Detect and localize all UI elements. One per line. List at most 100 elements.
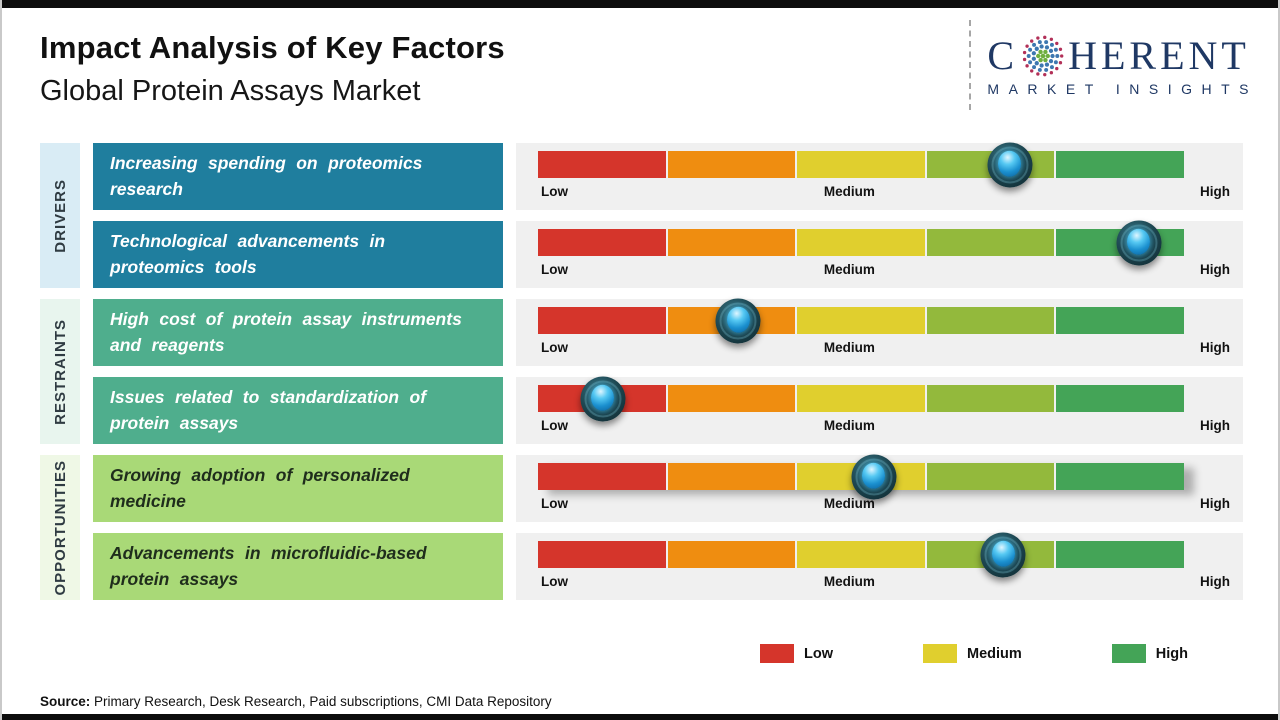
segment-medium-high	[926, 307, 1055, 334]
scale-high-label: High	[1200, 262, 1230, 277]
scale-high-label: High	[1200, 340, 1230, 355]
segment-high	[1056, 385, 1184, 412]
segment-high	[1056, 151, 1184, 178]
segment-high	[1056, 307, 1184, 334]
source-label: Source:	[40, 694, 91, 709]
factor-text: Technological advancements in proteomics…	[110, 231, 386, 277]
rating-panel: Low Medium High	[516, 220, 1243, 288]
impact-marker	[851, 454, 897, 499]
factor-box: Increasing spending on proteomics resear…	[93, 143, 503, 210]
brand-wordmark: C HERENT	[987, 34, 1258, 78]
scale-high-label: High	[1200, 418, 1230, 433]
legend-swatch-high	[1111, 644, 1146, 663]
brand-suffix: HERENT	[1068, 32, 1250, 78]
brand-tagline: MARKET INSIGHTS	[987, 80, 1258, 97]
brand-prefix: C	[987, 32, 1019, 78]
scale-medium-label: Medium	[823, 184, 875, 199]
scale-labels: Low Medium High	[538, 340, 1230, 360]
scale-low-label: Low	[541, 574, 568, 589]
segment-low	[538, 307, 666, 334]
factor-text: High cost of protein assay instruments a…	[110, 309, 462, 355]
page-subtitle: Global Protein Assays Market	[40, 75, 421, 107]
factor-text: Increasing spending on proteomics resear…	[110, 153, 423, 199]
segment-low	[538, 151, 666, 178]
impact-matrix: DRIVERS Increasing spending on proteomic…	[40, 142, 1243, 600]
segment-medium	[797, 307, 925, 334]
rating-panel: Low Medium High	[516, 454, 1243, 522]
factor-box: Issues related to standardization of pro…	[93, 377, 503, 444]
scale-medium-label: Medium	[823, 340, 875, 355]
segment-medium	[797, 151, 925, 178]
scale-labels: Low Medium High	[538, 418, 1230, 438]
scale-high-label: High	[1200, 496, 1230, 511]
brand-logo-text: C HERENT MARKET INSIGHTS	[987, 34, 1258, 97]
scale-low-label: Low	[541, 184, 568, 199]
scale-labels: Low Medium High	[538, 184, 1230, 204]
segment-medium-high	[926, 385, 1055, 412]
category-opportunities: OPPORTUNITIES	[40, 455, 80, 600]
category-restraints-label: RESTRAINTS	[51, 318, 69, 425]
factor-box: Technological advancements in proteomics…	[93, 221, 503, 288]
segment-low	[538, 463, 666, 490]
legend-swatch-medium	[923, 644, 957, 663]
scale-low-label: Low	[541, 418, 568, 433]
category-restraints: RESTRAINTS	[40, 299, 80, 444]
impact-marker	[715, 298, 761, 343]
rating-bar	[538, 376, 1184, 421]
impact-marker	[1116, 220, 1162, 265]
scale-medium-label: Medium	[823, 574, 875, 589]
segment-low-medium	[667, 151, 796, 178]
rating-panel: Low Medium High	[516, 142, 1243, 210]
factor-box: High cost of protein assay instruments a…	[93, 299, 503, 366]
header: Impact Analysis of Key Factors Global Pr…	[40, 30, 505, 108]
rating-bar	[538, 220, 1184, 265]
segment-low-medium	[667, 229, 796, 256]
rating-panel: Low Medium High	[516, 376, 1243, 444]
legend-label-low: Low	[804, 645, 833, 662]
scale-medium-label: Medium	[823, 262, 875, 277]
legend: Low Medium High	[760, 644, 1188, 663]
scale-labels: Low Medium High	[538, 496, 1230, 516]
scale-labels: Low Medium High	[538, 574, 1230, 594]
rating-panel: Low Medium High	[516, 532, 1243, 600]
category-drivers-label: DRIVERS	[51, 178, 69, 253]
source-line: Source: Primary Research, Desk Research,…	[40, 694, 552, 709]
rating-bar	[538, 298, 1184, 343]
category-drivers: DRIVERS	[40, 143, 80, 288]
legend-item-medium: Medium	[923, 644, 1022, 663]
factor-box: Growing adoption of personalized medicin…	[93, 455, 503, 522]
bottom-border-bar	[2, 714, 1278, 720]
source-text: Primary Research, Desk Research, Paid su…	[90, 694, 552, 709]
segment-medium-high	[926, 229, 1055, 256]
segment-high	[1056, 541, 1184, 568]
segment-medium-high	[926, 463, 1055, 490]
legend-label-medium: Medium	[967, 645, 1022, 662]
factor-text: Issues related to standardization of pro…	[110, 387, 427, 433]
dotted-globe-icon	[1023, 35, 1064, 76]
legend-item-high: High	[1111, 644, 1188, 663]
brand-logo: C HERENT MARKET INSIGHTS	[969, 20, 1258, 110]
impact-marker	[980, 532, 1026, 577]
category-opportunities-label: OPPORTUNITIES	[51, 459, 69, 596]
segment-low-medium	[667, 541, 796, 568]
segment-high	[1056, 463, 1184, 490]
scale-low-label: Low	[541, 262, 568, 277]
segment-medium	[797, 229, 925, 256]
factor-text: Growing adoption of personalized medicin…	[110, 465, 410, 511]
scale-low-label: Low	[541, 496, 568, 511]
segment-medium	[797, 541, 925, 568]
rating-panel: Low Medium High	[516, 298, 1243, 366]
legend-swatch-low	[760, 644, 794, 663]
page-title: Impact Analysis of Key Factors	[40, 30, 505, 65]
scale-medium-label: Medium	[823, 418, 875, 433]
dashed-divider	[969, 20, 972, 110]
rating-bar	[538, 454, 1184, 499]
segment-low-medium	[667, 385, 796, 412]
scale-medium-label: Medium	[823, 496, 875, 511]
factor-box: Advancements in microfluidic-based prote…	[93, 533, 503, 600]
segment-medium	[797, 385, 925, 412]
top-border-bar	[2, 0, 1278, 8]
segment-low-medium	[667, 463, 796, 490]
scale-labels: Low Medium High	[538, 262, 1230, 282]
